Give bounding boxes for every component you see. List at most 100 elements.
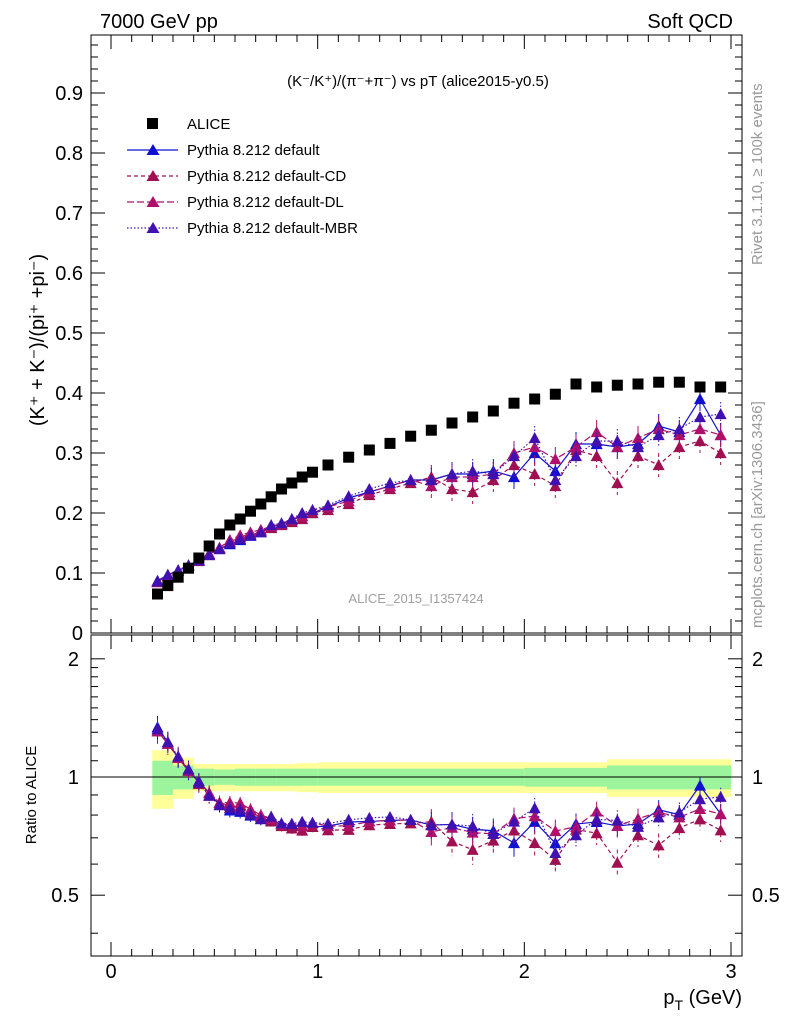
x-axis-label-p: p <box>663 987 674 1009</box>
data-point-alice <box>653 376 665 388</box>
marker-mbr <box>446 468 458 480</box>
ratio-marker-mbr <box>508 815 520 827</box>
ratio-marker-mbr <box>404 813 417 826</box>
series-line-dl <box>157 428 721 583</box>
ratio-ytick-label-right: 2 <box>752 649 763 671</box>
data-point-alice <box>245 505 256 517</box>
ratio-marker-dl <box>234 797 247 809</box>
ratio-marker-dl <box>590 805 603 817</box>
legend-marker-mbr <box>146 222 160 233</box>
data-point-alice <box>425 424 437 436</box>
legend-label-alice: ALICE <box>187 116 230 133</box>
legend-item-dl: Pythia 8.212 default-DL <box>127 194 344 211</box>
rivet-label: Rivet 3.1.10, ≥ 100k events <box>749 83 766 265</box>
data-point-alice <box>343 451 355 463</box>
data-point-alice <box>307 466 318 478</box>
marker-mbr <box>570 450 582 462</box>
marker-mbr <box>203 549 216 561</box>
x-tick-label: 2 <box>519 961 530 983</box>
data-point-alice <box>384 437 396 449</box>
marker-default <box>694 393 706 405</box>
data-point-alice <box>286 477 298 489</box>
main-ytick-label: 0.3 <box>55 443 83 465</box>
main-ytick-label: 0.6 <box>55 263 83 285</box>
legend-marker-dl <box>146 196 160 207</box>
data-point-alice <box>255 498 267 510</box>
ratio-line-cd <box>157 730 721 864</box>
marker-mbr <box>223 537 236 549</box>
ratio-marker-dl <box>714 808 727 820</box>
data-point-alice <box>549 388 561 400</box>
data-point-alice <box>214 528 225 540</box>
legend-item-cd: Pythia 8.212 default-CD <box>127 168 346 185</box>
marker-mbr <box>652 429 665 441</box>
data-point-alice <box>296 471 308 483</box>
ratio-series <box>151 715 727 877</box>
marker-dl <box>714 429 727 441</box>
marker-mbr <box>425 474 438 486</box>
main-ytick-label: 0.2 <box>55 503 83 525</box>
data-point-alice <box>193 552 205 564</box>
marker-mbr <box>254 526 267 538</box>
ratio-marker-cd <box>590 827 603 839</box>
ratio-marker-mbr <box>549 846 562 859</box>
ratio-ytick-label: 2 <box>68 649 79 671</box>
legend-marker-cd <box>146 170 160 181</box>
marker-cd <box>714 447 727 459</box>
data-point-alice <box>405 430 417 442</box>
ratio-marker-mbr <box>363 811 376 823</box>
data-point-alice <box>508 397 520 409</box>
data-point-alice <box>224 519 236 531</box>
category-label: Soft QCD <box>647 11 733 33</box>
ratio-marker-mbr <box>296 815 309 827</box>
ratio-marker-mbr <box>611 814 624 826</box>
ratio-marker-mbr <box>265 810 278 822</box>
main-x-axis <box>110 35 732 633</box>
data-point-alice <box>715 381 727 393</box>
marker-mbr <box>549 474 562 486</box>
ratio-marker-mbr <box>306 816 319 828</box>
ratio-marker-mbr <box>384 810 396 823</box>
marker-mbr <box>673 423 686 435</box>
ratio-marker-cd <box>549 853 562 865</box>
marker-mbr <box>714 408 727 420</box>
data-point-alice <box>203 540 215 552</box>
marker-mbr <box>487 468 500 480</box>
ratio-marker-mbr <box>570 829 582 841</box>
data-point-alice <box>446 417 458 429</box>
x-tick-label: 0 <box>105 961 116 983</box>
legend-item-alice: ALICE <box>147 116 230 133</box>
data-point-alice <box>529 393 541 405</box>
marker-mbr <box>466 465 479 477</box>
ratio-marker-mbr <box>466 820 479 832</box>
ratio-marker-mbr <box>632 820 644 832</box>
data-point-alice <box>276 483 287 495</box>
marker-mbr <box>306 504 319 516</box>
marker-mbr <box>342 490 355 502</box>
main-ytick-label: 0.1 <box>55 563 83 585</box>
ratio-marker-mbr <box>172 750 185 762</box>
data-point-alice <box>487 405 499 417</box>
ratio-marker-mbr <box>528 802 541 814</box>
marker-dl <box>549 453 562 465</box>
data-point-alice <box>467 411 479 423</box>
x-tick-label: 1 <box>312 961 323 983</box>
data-point-alice <box>172 571 184 583</box>
ratio-x-axis: 0 1 2 3 <box>105 635 737 983</box>
data-point-alice <box>234 513 246 525</box>
marker-mbr <box>632 441 644 453</box>
marker-mbr <box>296 507 309 519</box>
mcplots-label: mcplots.cern.ch [arXiv:1306.3436] <box>749 401 766 628</box>
marker-cd <box>611 477 624 489</box>
ratio-marker-cd <box>466 843 479 855</box>
ratio-marker-mbr <box>151 723 164 735</box>
data-point-alice <box>673 376 685 388</box>
marker-dl <box>528 441 541 453</box>
data-point-alice <box>570 378 582 390</box>
data-point-alice <box>322 459 334 471</box>
marker-mbr <box>508 450 520 462</box>
main-ytick-label: 0.5 <box>55 323 83 345</box>
marker-mbr <box>363 483 376 495</box>
marker-cd <box>590 450 603 462</box>
ratio-marker-mbr <box>203 789 216 801</box>
